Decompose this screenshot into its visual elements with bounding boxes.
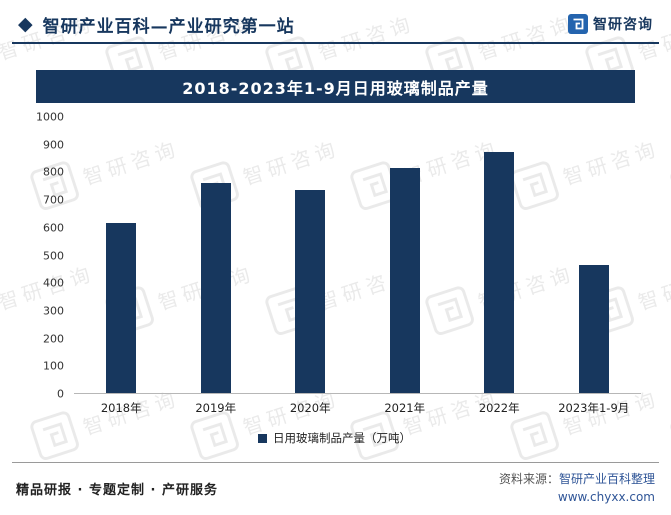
source-label: 资料来源： <box>498 471 559 486</box>
watermark-tile: 智研咨询 <box>667 375 671 464</box>
bar-2023年1-9月 <box>578 264 609 393</box>
y-axis-tick: 200 <box>43 332 64 346</box>
y-axis-tick: 700 <box>43 193 64 207</box>
watermark-tile: 智研咨询 <box>667 125 671 214</box>
bar-2019年 <box>200 183 231 393</box>
y-axis-tick: 900 <box>43 138 64 152</box>
y-axis-tick: 600 <box>43 221 64 235</box>
source-line: 资料来源：智研产业百科整理 <box>499 470 655 489</box>
y-axis-tick: 300 <box>43 304 64 318</box>
x-axis-label: 2022年 <box>478 401 520 415</box>
legend-label: 日用玻璃制品产量（万吨） <box>273 431 411 445</box>
x-axis-label: 2021年 <box>384 401 426 415</box>
x-axis-label: 2019年 <box>195 401 237 415</box>
y-axis-tick: 400 <box>43 276 64 290</box>
bar-slot <box>452 117 547 393</box>
watermark-logo-icon <box>667 408 671 463</box>
y-axis-tick: 0 <box>57 387 64 401</box>
legend-swatch <box>258 433 267 443</box>
source-name-link: 智研产业百科整理 <box>558 471 655 486</box>
y-axis-tick: 1000 <box>36 110 64 124</box>
bar-slot <box>74 117 169 393</box>
bar-2021年 <box>389 168 420 393</box>
x-axis-label: 2018年 <box>100 401 142 415</box>
y-axis-tick: 100 <box>43 359 64 373</box>
bar-slot <box>169 117 264 393</box>
y-axis: 0 100 200 300 400 500 600 700 800 900 1000 <box>28 112 74 400</box>
chart-title: 2018-2023年1-9月日用玻璃制品产量 <box>36 70 635 103</box>
page-title: 智研产业百科—产业研究第一站 <box>42 16 295 37</box>
legend: 日用玻璃制品产量（万吨） <box>28 430 641 446</box>
footer-services: 精品研报 · 专题定制 · 产研服务 <box>16 482 218 498</box>
brand-name: 智研咨询 <box>593 17 653 33</box>
plot-area <box>74 117 641 394</box>
y-axis-tick: 800 <box>43 165 64 179</box>
source-site-link[interactable]: www.chyxx.com <box>557 490 655 505</box>
watermark-logo-icon <box>667 158 671 213</box>
bar-slot <box>263 117 358 393</box>
diamond-icon: ◆ <box>18 12 33 35</box>
footer-source: 资料来源：智研产业百科整理 www.chyxx.com <box>499 470 655 507</box>
bar-2022年 <box>484 151 515 393</box>
x-axis-label: 2020年 <box>289 401 331 415</box>
x-axis: 2018年 2019年 2020年 2021年 2022年 2023年1-9月 <box>74 394 641 416</box>
brand: 智研咨询 <box>568 14 653 34</box>
bar-chart: 0 100 200 300 400 500 600 700 800 900 1000 2018年 20… <box>28 112 641 446</box>
footer: 精品研报 · 专题定制 · 产研服务 资料来源：智研产业百科整理 www.chy… <box>12 461 659 509</box>
brand-logo-icon <box>568 14 588 34</box>
x-axis-label: 2023年1-9月 <box>558 401 630 415</box>
chart-row: 0 100 200 300 400 500 600 700 800 900 1000 2018年 20… <box>28 112 641 416</box>
plot-column: 2018年 2019年 2020年 2021年 2022年 2023年1-9月 <box>74 117 641 416</box>
y-axis-tick: 500 <box>43 249 64 262</box>
bar-slot <box>547 117 642 393</box>
header: ◆ 智研产业百科—产业研究第一站 智研咨询 <box>12 6 659 44</box>
bar-slot <box>358 117 453 393</box>
bar-2020年 <box>295 190 326 393</box>
bar-2018年 <box>106 223 137 393</box>
